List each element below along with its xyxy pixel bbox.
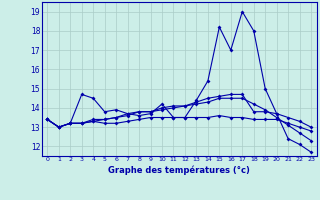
X-axis label: Graphe des températures (°c): Graphe des températures (°c)	[108, 165, 250, 175]
